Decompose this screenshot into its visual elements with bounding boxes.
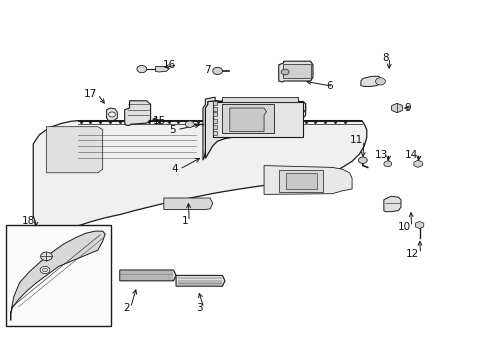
Text: 7: 7 [203, 65, 210, 75]
Text: 13: 13 [374, 150, 387, 160]
Polygon shape [285, 173, 316, 189]
Polygon shape [33, 121, 366, 232]
Circle shape [281, 69, 288, 75]
Polygon shape [120, 270, 176, 281]
Polygon shape [205, 101, 305, 158]
Polygon shape [176, 275, 224, 286]
Text: 1: 1 [181, 216, 188, 226]
Text: 12: 12 [406, 249, 419, 259]
Circle shape [185, 121, 194, 127]
Polygon shape [124, 101, 150, 125]
Polygon shape [229, 108, 266, 131]
Polygon shape [278, 170, 322, 192]
Circle shape [212, 67, 222, 75]
Polygon shape [212, 102, 303, 137]
Bar [6, 225, 111, 326]
Circle shape [375, 78, 385, 85]
Text: 2: 2 [122, 303, 129, 313]
Text: 5: 5 [169, 125, 176, 135]
Polygon shape [11, 231, 105, 320]
Text: 16: 16 [163, 60, 176, 70]
Text: 6: 6 [325, 81, 332, 91]
Circle shape [108, 112, 115, 117]
Polygon shape [46, 127, 102, 173]
Polygon shape [106, 108, 117, 121]
Polygon shape [264, 166, 351, 194]
Circle shape [41, 252, 52, 261]
Text: 9: 9 [403, 103, 410, 113]
Text: 4: 4 [171, 164, 178, 174]
Polygon shape [383, 196, 400, 212]
Polygon shape [222, 97, 298, 102]
Circle shape [383, 161, 391, 167]
Text: 15: 15 [153, 116, 166, 126]
Polygon shape [278, 61, 312, 82]
Text: 17: 17 [83, 89, 97, 99]
Polygon shape [222, 104, 273, 133]
Circle shape [391, 104, 402, 112]
Text: 18: 18 [22, 216, 35, 226]
Text: 10: 10 [397, 222, 410, 232]
Text: 14: 14 [404, 150, 417, 160]
Text: 3: 3 [196, 303, 203, 313]
Polygon shape [360, 76, 380, 86]
Polygon shape [155, 67, 168, 72]
Circle shape [358, 157, 366, 163]
Circle shape [42, 268, 47, 272]
Text: 11: 11 [349, 135, 362, 145]
Circle shape [40, 266, 50, 274]
Text: 8: 8 [381, 53, 388, 63]
Polygon shape [203, 97, 305, 160]
Polygon shape [282, 64, 310, 78]
Circle shape [137, 66, 146, 73]
Polygon shape [163, 198, 212, 210]
